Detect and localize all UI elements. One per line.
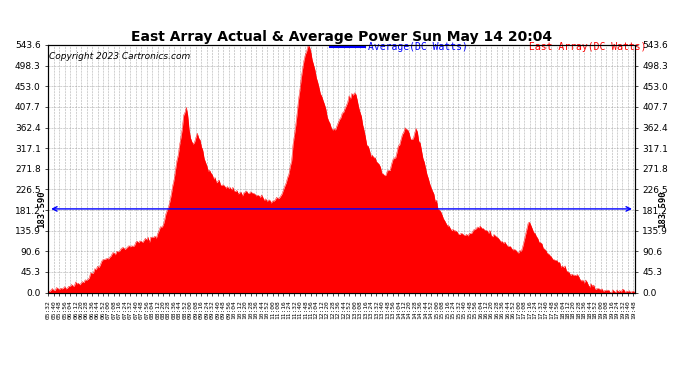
Text: 183.590: 183.590 [658,190,667,228]
Text: East Array(DC Watts): East Array(DC Watts) [529,42,647,52]
Text: 183.590: 183.590 [37,190,46,228]
Title: East Array Actual & Average Power Sun May 14 20:04: East Array Actual & Average Power Sun Ma… [131,30,552,44]
Text: Average(DC Watts): Average(DC Watts) [368,42,468,52]
Text: Copyright 2023 Cartronics.com: Copyright 2023 Cartronics.com [50,53,190,62]
